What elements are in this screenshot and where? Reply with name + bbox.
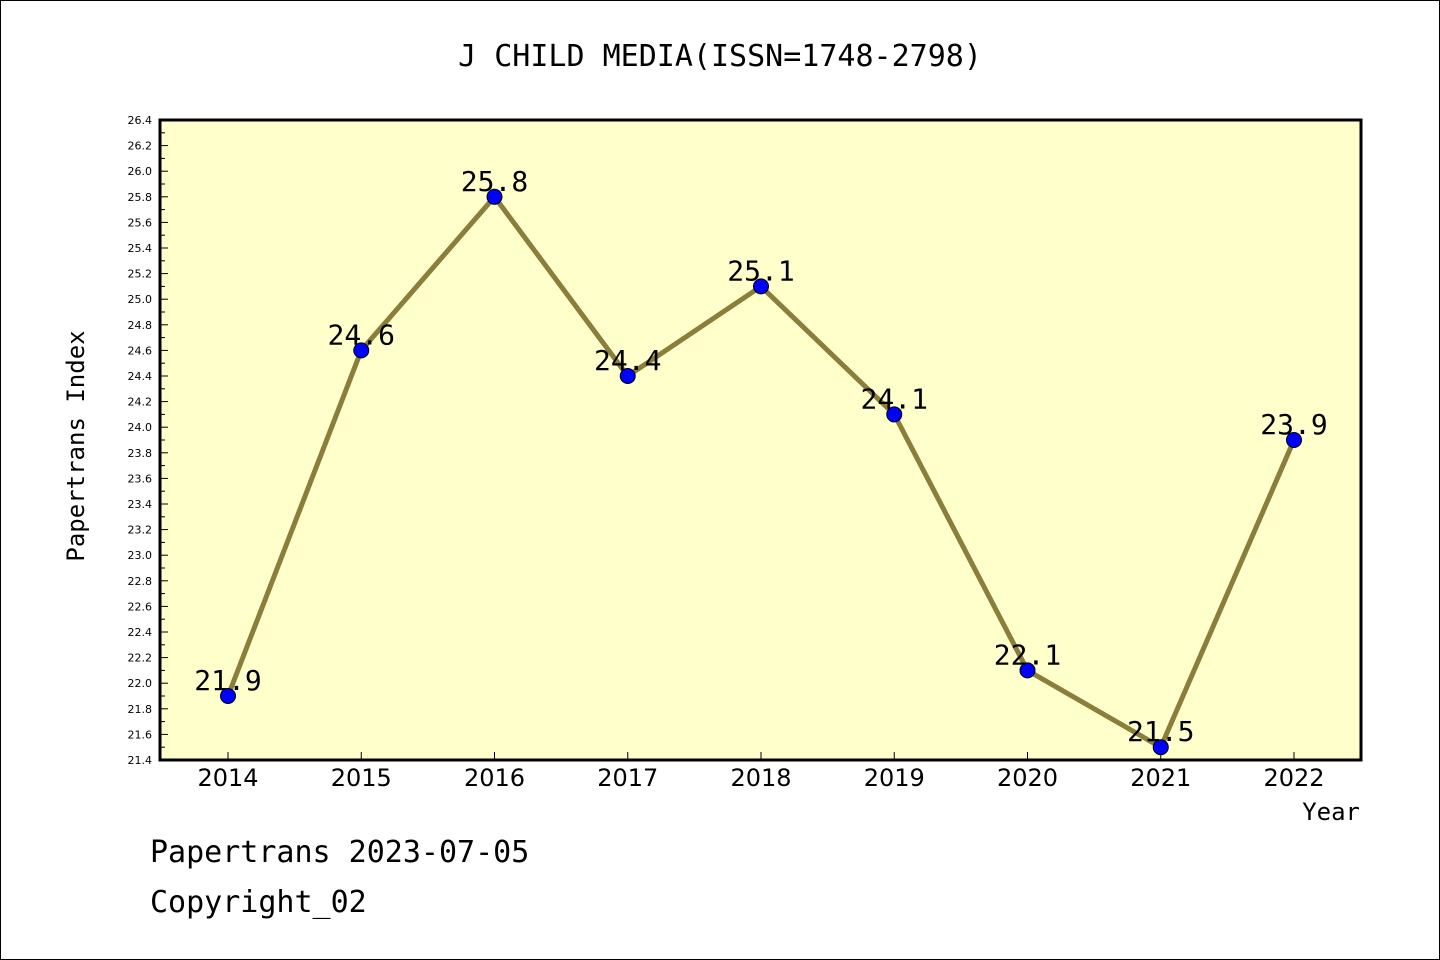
y-tick-label: 23.2 — [128, 524, 153, 537]
data-point-marker — [1152, 739, 1169, 756]
y-tick-label: 24.2 — [128, 396, 153, 409]
y-tick-label: 26.4 — [128, 114, 153, 127]
x-tick-label: 2021 — [1130, 764, 1191, 792]
data-point-label: 25.8 — [461, 165, 528, 198]
y-tick-label: 25.0 — [128, 293, 153, 306]
y-tick-label: 22.8 — [128, 575, 153, 588]
data-point-marker — [886, 406, 903, 423]
x-tick-label: 2019 — [864, 764, 925, 792]
data-point-marker — [486, 188, 503, 205]
y-tick-label: 24.0 — [128, 421, 153, 434]
y-tick-label: 26.2 — [128, 140, 153, 153]
y-tick-label: 22.6 — [128, 600, 153, 613]
y-tick-label: 23.0 — [128, 549, 153, 562]
y-tick-label: 23.4 — [128, 498, 153, 511]
data-point-marker — [753, 278, 769, 295]
data-point-label: 24.1 — [861, 382, 928, 415]
y-tick-label: 24.4 — [128, 370, 153, 383]
y-tick-label: 21.4 — [128, 754, 153, 767]
x-axis-label: Year — [1302, 798, 1360, 826]
y-tick-label: 25.2 — [128, 268, 153, 281]
footer-copyright: Copyright_02 — [150, 885, 367, 920]
data-point-label: 22.1 — [994, 638, 1061, 671]
data-point-marker — [619, 368, 636, 384]
data-point-label: 21.5 — [1127, 715, 1194, 748]
x-tick-label: 2015 — [331, 764, 392, 792]
chart-title: J CHILD MEDIA(ISSN=1748-2798) — [458, 39, 982, 74]
data-point-marker — [353, 342, 370, 359]
x-tick-label: 2018 — [730, 764, 791, 792]
y-tick-label: 23.8 — [128, 447, 153, 460]
x-axis-ticks: 2014 2015 2016 2017 2018 2019 2020 2021 2022 — [197, 752, 1325, 792]
y-axis-ticks: 21.4 21.6 21.8 22.0 22.2 22.4 22.6 22.8 23.0 23.2… — [128, 114, 168, 767]
y-tick-label: 21.6 — [128, 728, 153, 741]
y-tick-label: 22.4 — [128, 626, 153, 639]
footer-stamp: Papertrans 2023-07-05 — [150, 835, 530, 870]
y-tick-label: 26.0 — [128, 165, 153, 178]
y-tick-label: 22.0 — [128, 677, 153, 690]
x-tick-label: 2016 — [464, 764, 525, 792]
data-point-label: 23.9 — [1260, 408, 1327, 441]
x-tick-label: 2022 — [1263, 764, 1324, 792]
data-point-label: 25.1 — [727, 254, 794, 287]
data-point-label: 24.4 — [594, 344, 661, 377]
y-tick-label: 24.6 — [128, 344, 153, 357]
data-point-label: 24.6 — [328, 318, 395, 351]
y-tick-label: 25.4 — [128, 242, 153, 255]
x-tick-label: 2014 — [197, 764, 258, 792]
series-group: 21.9 24.6 25.8 24.4 25.1 24.1 22.1 21.5 23.9 — [194, 165, 1328, 756]
y-tick-label: 22.2 — [128, 652, 153, 665]
plot-area — [158, 118, 1363, 762]
data-point-marker — [1286, 432, 1302, 448]
y-tick-label: 24.8 — [128, 319, 153, 332]
y-tick-label: 25.8 — [128, 191, 153, 204]
y-axis-label: Papertrans Index — [62, 330, 90, 561]
y-tick-label: 23.6 — [128, 472, 153, 485]
data-point-marker — [1019, 662, 1036, 679]
data-point-label: 21.9 — [194, 664, 261, 697]
y-tick-label: 21.8 — [128, 703, 153, 716]
y-tick-label: 25.6 — [128, 216, 153, 229]
x-tick-label: 2017 — [597, 764, 658, 792]
data-point-marker — [220, 688, 236, 704]
x-tick-label: 2020 — [997, 764, 1058, 792]
